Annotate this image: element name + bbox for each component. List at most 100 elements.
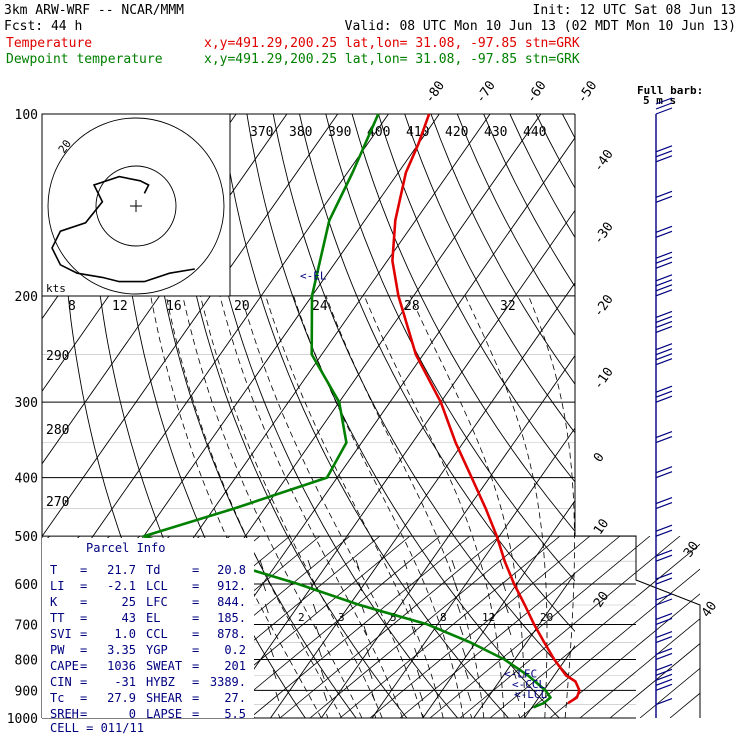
wind-barb [655, 612, 673, 621]
parcel-param-eq: = [80, 563, 87, 577]
parcel-param-label: SREH [50, 707, 79, 721]
theta-label: 380 [289, 125, 312, 140]
mixing-ratio-label: 8 [68, 299, 76, 314]
parcel-param-label: LI [50, 579, 64, 593]
moist-adiabat [606, 296, 651, 718]
hodograph-ring-label: 20 [56, 137, 74, 155]
wind-barb [655, 617, 673, 626]
parcel-param-value: 3.35 [107, 643, 136, 657]
theta-label-left: 270 [46, 495, 69, 510]
dry-adiabat [509, 114, 575, 239]
parcel-param-eq: = [192, 563, 199, 577]
parcel-param-label: PW [50, 643, 65, 657]
parcel-param-eq: = [192, 691, 199, 705]
hodograph-units: kts [46, 282, 66, 295]
lower-mixing-ratio-label: 3 [338, 611, 345, 624]
mixing-ratio-label: 32 [500, 299, 516, 314]
wind-barb [655, 577, 673, 585]
stability-line [399, 536, 621, 718]
mix-guide-dash [264, 603, 269, 614]
header-init-time: Init: 12 UTC Sat 08 Jun 13 [533, 3, 737, 18]
wind-barb [655, 630, 673, 639]
pressure-tick-label: 200 [15, 290, 38, 305]
isotherm-line [422, 499, 575, 718]
wind-barb [655, 358, 673, 366]
parcel-param-value: 3389. [210, 675, 246, 689]
mix-guide-dash [470, 713, 473, 718]
parcel-param-eq: = [192, 627, 199, 641]
wind-barb [655, 279, 673, 287]
wind-barb [655, 466, 673, 474]
parcel-param-value: 21.7 [107, 563, 136, 577]
mix-guide-dash [422, 713, 425, 718]
wind-barb [655, 529, 673, 537]
dry-adiabat [351, 114, 575, 532]
wind-barb [655, 647, 673, 656]
mix-guide-dash [374, 713, 377, 718]
parcel-param-eq: = [80, 579, 87, 593]
isotherm-label: -40 [591, 147, 617, 175]
header-forecast-hour: Fcst: 44 h [4, 19, 82, 34]
mix-guide-dash [515, 691, 520, 702]
dry-adiabat [325, 114, 575, 582]
parcel-param-eq: = [80, 659, 87, 673]
parcel-param-value: 27.9 [107, 691, 136, 705]
wind-barb [655, 673, 673, 681]
mix-guide-dash [459, 625, 464, 636]
stability-line [459, 536, 681, 718]
pressure-tick-label: 300 [15, 396, 38, 411]
wind-barb [655, 395, 673, 403]
mix-guide-dash [307, 559, 312, 570]
wind-barb [655, 652, 673, 661]
pressure-tick-label: 100 [15, 108, 38, 123]
lower-panel-outline [575, 535, 701, 718]
level-annotation: <-CCL [512, 678, 545, 691]
mixing-ratio-label: 12 [112, 299, 128, 314]
stability-line [519, 568, 700, 718]
parcel-param-label: CIN [50, 675, 72, 689]
mix-guide-dash [368, 669, 373, 680]
isotherm-label: -10 [591, 365, 617, 393]
wind-barb [655, 145, 673, 153]
parcel-param-eq: = [192, 579, 199, 593]
parcel-info-title: Parcel Info [86, 541, 165, 555]
mix-guide-dash [267, 625, 272, 636]
theta-label: 390 [328, 125, 351, 140]
isotherm-line [320, 354, 575, 718]
isotherm-label: 0 [591, 450, 608, 465]
mix-guide-dash [462, 647, 466, 658]
stability-line [369, 536, 591, 718]
stability-line [699, 717, 700, 718]
parcel-param-value: 185. [217, 611, 246, 625]
parcel-param-label: CCL [146, 627, 168, 641]
isotherm-label: -60 [524, 78, 550, 106]
theta-label: 420 [445, 125, 468, 140]
header-model-title: 3km ARW-WRF -- NCAR/MMM [4, 3, 184, 18]
wind-barb [655, 274, 673, 282]
mix-guide-dash [262, 581, 267, 592]
wind-barb [655, 320, 673, 329]
wind-barb [655, 348, 673, 356]
level-annotation: <-EL [300, 269, 327, 282]
parcel-param-eq: = [80, 675, 87, 689]
wind-barb [655, 230, 673, 238]
legend-dewpoint: Dewpoint temperature [6, 52, 163, 67]
isotherm-label: -80 [422, 78, 448, 106]
wind-barb [655, 343, 673, 351]
dry-adiabat [220, 114, 509, 718]
parcel-param-label: LAPSE [146, 707, 182, 721]
dry-adiabat [141, 114, 357, 718]
mix-guide-dash [272, 669, 277, 680]
dry-adiabat [694, 114, 740, 718]
pressure-tick-label: 900 [15, 684, 38, 699]
mix-guide-dash [406, 581, 411, 592]
mix-guide-dash [518, 713, 521, 718]
stability-line [219, 536, 441, 718]
parcel-param-label: TT [50, 611, 64, 625]
theta-label: 370 [250, 125, 273, 140]
wind-barb [655, 225, 673, 233]
wind-barb [655, 150, 673, 158]
theta-label-left: 290 [46, 349, 69, 364]
wind-barb [655, 572, 673, 580]
